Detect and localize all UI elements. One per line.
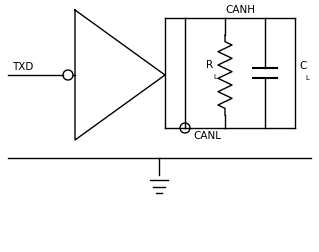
- Text: L: L: [213, 74, 217, 80]
- Text: TXD: TXD: [12, 62, 33, 72]
- Text: L: L: [305, 75, 309, 81]
- Text: CANH: CANH: [225, 5, 255, 15]
- Text: R: R: [206, 60, 213, 70]
- Text: C: C: [299, 61, 306, 71]
- Text: CANL: CANL: [193, 131, 221, 141]
